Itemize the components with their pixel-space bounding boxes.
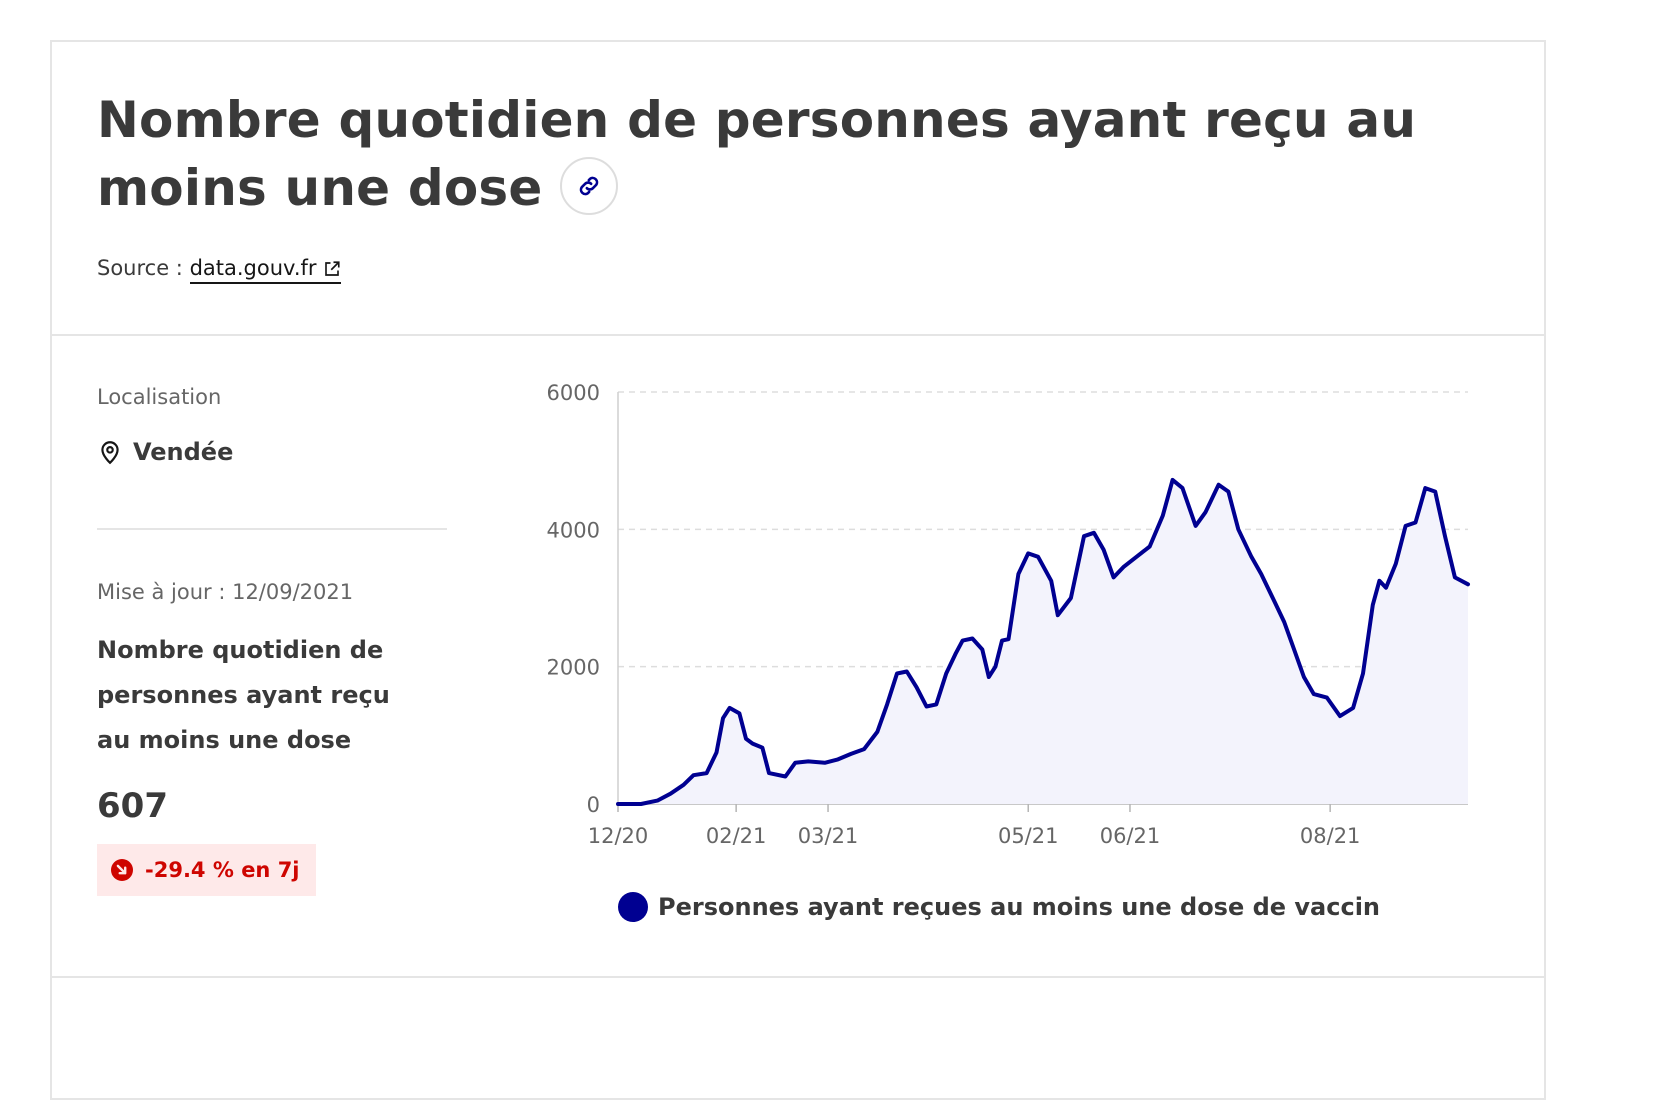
trend-text: -29.4 % en 7j — [145, 858, 300, 882]
permalink-button[interactable] — [560, 156, 619, 215]
chart-card: Nombre quotidien de personnes ayant reçu… — [50, 40, 1546, 1100]
card-header: Nombre quotidien de personnes ayant reçu… — [52, 42, 1544, 336]
y-tick-label: 6000 — [547, 381, 600, 405]
source-label: Source : — [97, 256, 190, 280]
y-tick-label: 4000 — [547, 518, 600, 542]
update-date: Mise à jour : 12/09/2021 — [97, 580, 354, 604]
chart-legend: Personnes ayant reçues au moins une dose… — [618, 892, 1380, 922]
source-link[interactable]: data.gouv.fr — [189, 256, 341, 284]
trend-badge: -29.4 % en 7j — [97, 844, 316, 896]
location-name: Vendée — [133, 438, 234, 466]
x-tick-label: 12/20 — [588, 824, 649, 848]
legend-label: Personnes ayant reçues au moins une dose… — [658, 893, 1381, 921]
map-pin-icon — [101, 441, 119, 465]
x-tick-label: 08/21 — [1300, 824, 1361, 848]
series-line — [616, 477, 1470, 806]
vaccination-chart: 0 2000 4000 6000 12/20 02/21 03/21 05/21 06/21 08… — [547, 381, 1470, 848]
source-link-text: data.gouv.fr — [189, 256, 317, 280]
x-tick-label: 05/21 — [998, 824, 1059, 848]
x-tick-label: 02/21 — [706, 824, 767, 848]
card-body: Localisation Vendée Mise à jour : 12/09/… — [52, 336, 1544, 978]
location-label: Localisation — [97, 385, 222, 409]
source-line: Source : data.gouv.fr — [97, 256, 341, 284]
sidebar-divider — [97, 528, 447, 530]
chart-area: 0 2000 4000 6000 12/20 02/21 03/21 05/21 06/21 08… — [530, 336, 1530, 976]
external-link-icon — [324, 261, 340, 276]
location-value: Vendée — [97, 438, 233, 466]
metric-value: 607 — [97, 786, 168, 826]
title-text: Nombre quotidien de personnes ayant reçu… — [97, 91, 1417, 217]
y-tick-label: 0 — [587, 793, 600, 817]
legend-marker — [618, 892, 648, 922]
metric-title: Nombre quotidien de personnes ayant reçu… — [97, 636, 390, 754]
series-area — [618, 479, 1468, 804]
y-tick-label: 2000 — [547, 656, 600, 680]
link-icon — [580, 176, 599, 195]
x-tick-label: 06/21 — [1100, 824, 1161, 848]
arrow-down-circle-icon — [111, 859, 133, 881]
page-title: Nombre quotidien de personnes ayant reçu… — [97, 86, 1497, 222]
x-tick-label: 03/21 — [798, 824, 859, 848]
